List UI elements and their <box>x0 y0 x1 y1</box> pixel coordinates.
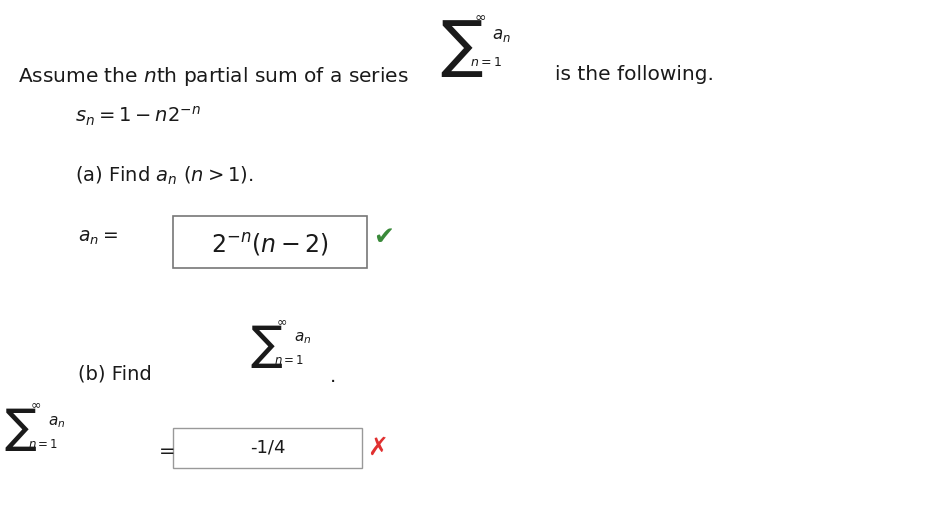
Text: $s_n = 1 - n2^{-n}$: $s_n = 1 - n2^{-n}$ <box>75 105 200 128</box>
Text: $\infty$: $\infty$ <box>277 315 288 328</box>
Text: $n{=}1$: $n{=}1$ <box>28 438 58 451</box>
Text: ✔: ✔ <box>373 225 394 249</box>
Text: $\infty$: $\infty$ <box>474 10 486 24</box>
FancyBboxPatch shape <box>173 428 362 468</box>
Text: $2^{-n}(n-2)$: $2^{-n}(n-2)$ <box>212 232 329 259</box>
Text: $=$: $=$ <box>155 440 175 459</box>
Text: $\sum$: $\sum$ <box>4 406 36 453</box>
Text: (b) Find: (b) Find <box>78 365 152 384</box>
Text: -1/4: -1/4 <box>251 439 286 457</box>
Text: $a_n$: $a_n$ <box>294 330 311 346</box>
Text: ✗: ✗ <box>367 436 388 460</box>
Text: Assume the $\mathit{n}$th partial sum of a series: Assume the $\mathit{n}$th partial sum of… <box>18 65 408 88</box>
Text: $\infty$: $\infty$ <box>31 398 42 411</box>
Text: $a_n$: $a_n$ <box>48 414 65 430</box>
Text: $\sum$: $\sum$ <box>441 18 484 79</box>
Text: $n{=}1$: $n{=}1$ <box>470 56 502 69</box>
Text: (a) Find $a_n$ $(n > 1)$.: (a) Find $a_n$ $(n > 1)$. <box>75 165 254 187</box>
Text: .: . <box>330 367 336 386</box>
Text: $a_n$: $a_n$ <box>492 26 511 44</box>
Text: $\sum$: $\sum$ <box>250 323 282 370</box>
Text: $a_n =$: $a_n =$ <box>78 228 117 247</box>
Text: is the following.: is the following. <box>555 65 714 84</box>
Text: $n{=}1$: $n{=}1$ <box>274 354 304 367</box>
FancyBboxPatch shape <box>173 216 367 268</box>
